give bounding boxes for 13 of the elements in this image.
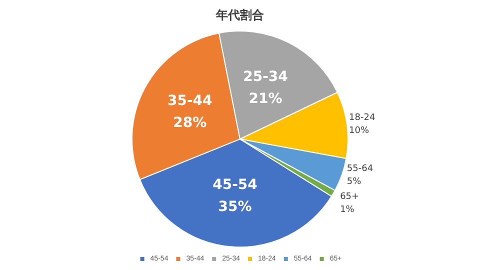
data-label: 21% bbox=[248, 91, 282, 108]
data-label: 35% bbox=[218, 198, 252, 215]
data-label: 10% bbox=[349, 126, 370, 136]
slice-label: 35-44 bbox=[167, 92, 213, 109]
data-label: 28% bbox=[173, 114, 207, 131]
slice-label: 65+ bbox=[340, 192, 360, 202]
slice-label: 55-64 bbox=[346, 164, 374, 174]
slice-label: 45-54 bbox=[212, 176, 258, 193]
slice-label: 18-24 bbox=[349, 113, 376, 123]
slice-label: 25-34 bbox=[243, 69, 288, 86]
data-label: 1% bbox=[340, 205, 355, 216]
data-label: 5% bbox=[346, 177, 362, 188]
chart-title: 年代割合 bbox=[215, 8, 265, 22]
